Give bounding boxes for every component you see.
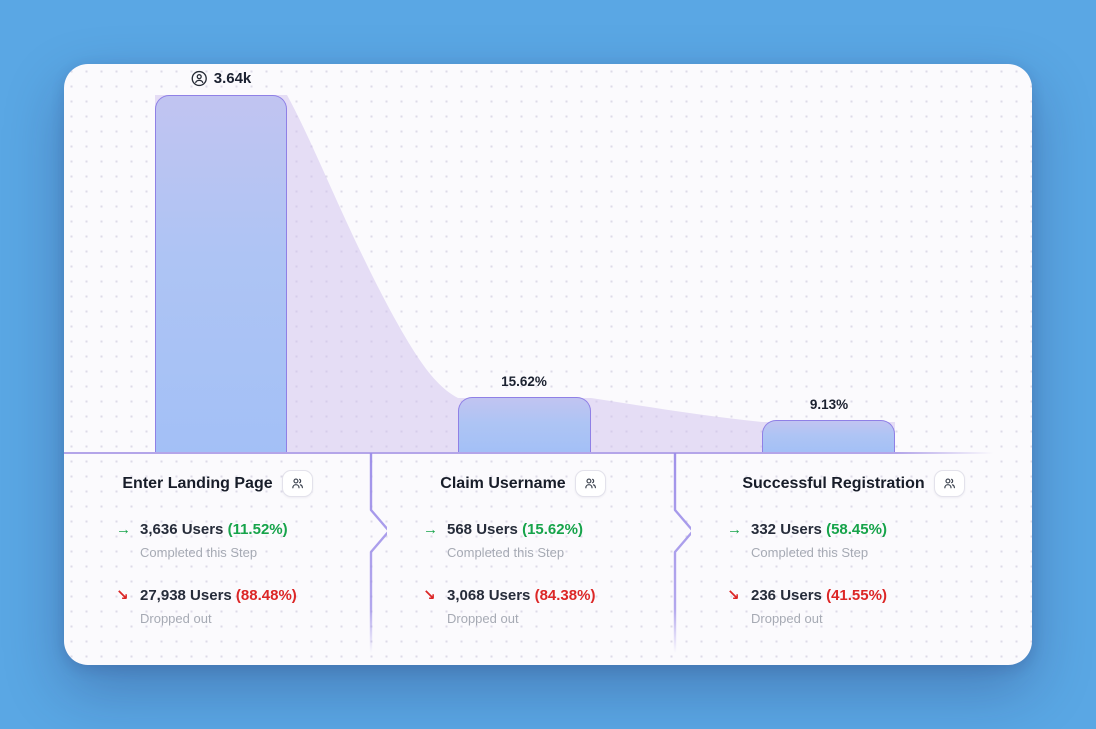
bar-value-label: 3.64k	[191, 70, 252, 87]
completed-sub-label: Completed this Step	[140, 545, 258, 560]
completed-stat-row: → 568 Users (15.62%)	[423, 521, 675, 538]
step-panel-enter-landing-page: Enter Landing Page → 3,636 Users (11.52%)…	[64, 453, 371, 665]
step-title-row: Enter Landing Page	[64, 470, 371, 497]
bar-value-text: 3.64k	[213, 70, 252, 87]
completed-pct: (11.52%)	[227, 521, 288, 538]
users-icon	[943, 478, 955, 489]
completed-users: 568 Users	[447, 521, 518, 538]
dropped-pct: (41.55%)	[826, 587, 887, 604]
completed-sub-label: Completed this Step	[751, 545, 869, 560]
users-icon	[584, 478, 596, 489]
dropped-users: 3,068 Users	[447, 587, 531, 604]
step-title-row: Claim Username	[371, 470, 675, 497]
completed-pct: (58.45%)	[826, 521, 887, 538]
dropped-pct: (84.38%)	[534, 587, 596, 604]
dropped-sub-label: Dropped out	[140, 611, 212, 626]
dropped-stat-row: ↘ 27,938 Users (88.48%)	[116, 586, 371, 604]
dropped-stat-row: ↘ 3,068 Users (84.38%)	[423, 586, 675, 604]
completed-arrow-icon: →	[116, 521, 131, 538]
dropped-arrow-icon: ↘	[423, 587, 436, 604]
completed-arrow-icon: →	[423, 521, 438, 538]
completed-stat-row: → 3,636 Users (11.52%)	[116, 521, 371, 538]
funnel-bar-successful-registration[interactable]	[762, 420, 895, 453]
completed-arrow-icon: →	[727, 521, 742, 538]
dropped-sub-label: Dropped out	[447, 611, 519, 626]
completed-users: 332 Users	[751, 521, 822, 538]
bar-value-label: 15.62%	[501, 374, 547, 389]
step-title: Enter Landing Page	[122, 474, 273, 492]
dropped-users: 27,938 Users	[140, 587, 232, 604]
step-title: Successful Registration	[742, 474, 925, 492]
completed-pct: (15.62%)	[522, 521, 583, 538]
step-title-row: Successful Registration	[675, 470, 1032, 497]
dropped-arrow-icon: ↘	[116, 587, 129, 604]
funnel-bar-enter-landing-page[interactable]	[155, 95, 287, 453]
step-panel-claim-username: Claim Username → 568 Users (15.62%) Compl…	[371, 453, 675, 665]
bar-value-label: 9.13%	[810, 397, 848, 412]
funnel-chart-card: 3.64k 15.62% 9.13% Enter Landing Page	[64, 64, 1032, 665]
bar-value-text: 15.62%	[501, 374, 547, 389]
dropped-pct: (88.48%)	[235, 587, 297, 604]
completed-stat-row: → 332 Users (58.45%)	[727, 521, 1032, 538]
dropped-sub-label: Dropped out	[751, 611, 823, 626]
step-title: Claim Username	[440, 474, 566, 492]
completed-users: 3,636 Users	[140, 521, 224, 538]
step-panels: Enter Landing Page → 3,636 Users (11.52%)…	[64, 453, 1032, 665]
step-users-button[interactable]	[933, 470, 965, 497]
users-icon	[291, 478, 303, 489]
dropped-stat-row: ↘ 236 Users (41.55%)	[727, 586, 1032, 604]
bar-value-text: 9.13%	[809, 397, 849, 412]
dropped-arrow-icon: ↘	[727, 587, 740, 604]
funnel-bar-claim-username[interactable]	[458, 397, 591, 453]
step-users-button[interactable]	[574, 470, 606, 497]
step-users-button[interactable]	[281, 470, 313, 497]
user-circle-icon	[191, 70, 207, 87]
completed-sub-label: Completed this Step	[447, 545, 565, 560]
funnel-chart: 3.64k 15.62% 9.13%	[64, 64, 1032, 454]
chart-baseline	[64, 452, 1032, 454]
funnel-flow-area	[155, 95, 895, 453]
dropped-users: 236 Users	[751, 587, 822, 604]
step-panel-successful-registration: Successful Registration → 332 Users (58.4…	[675, 453, 1032, 665]
